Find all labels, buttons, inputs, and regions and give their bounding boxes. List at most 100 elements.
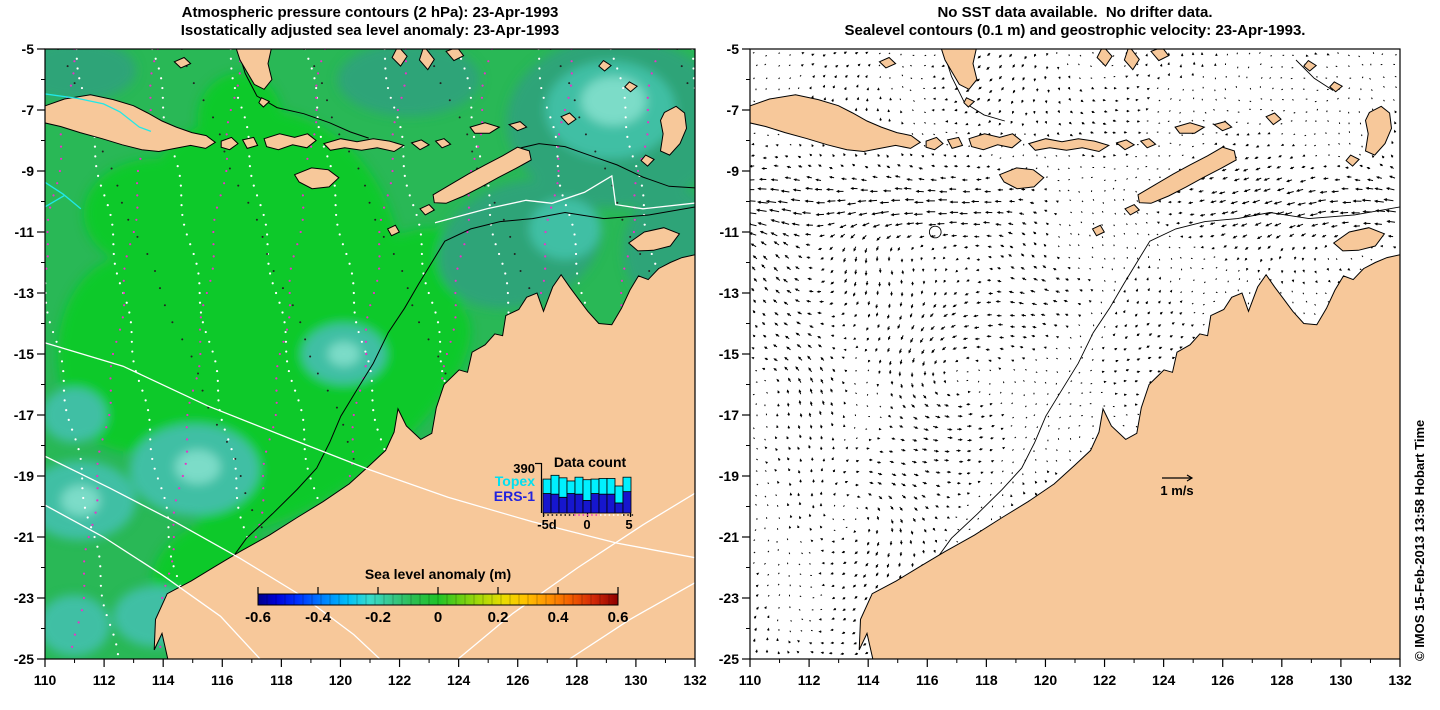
left-axes: 110 112 114 116 118 120 122 124 126 128 130 132 -5 -7… — [14, 41, 707, 688]
data-count-histogram — [535, 462, 634, 517]
svg-text:112: 112 — [93, 672, 116, 688]
svg-text:128: 128 — [1270, 672, 1294, 688]
svg-text:-13: -13 — [719, 285, 739, 301]
svg-text:-25: -25 — [14, 651, 34, 667]
land-kisar — [507, 121, 528, 132]
svg-text:-25: -25 — [719, 651, 739, 667]
left-map — [45, 49, 695, 659]
colorbar-tick-neg02: -0.2 — [365, 609, 391, 626]
histogram-ymax-label: 390 — [513, 461, 535, 476]
land-sulawesi-tip — [940, 49, 978, 90]
right-axes: 110 112 114 116 118 120 122 124 126 128 130 132 -5 -7… — [719, 41, 1412, 688]
topex-series-label: Topex — [494, 473, 535, 489]
land-wetar — [1174, 122, 1206, 134]
land-sulawesi-tip — [235, 49, 273, 90]
ers1-series-label: ERS-1 — [493, 488, 535, 504]
colorbar — [257, 587, 619, 606]
left-panel-title-line2: Isostatically adjusted sea level anomaly… — [180, 22, 560, 39]
land-sumba — [998, 167, 1045, 190]
right-panel-title-line2: Sealevel contours (0.1 m) and geostrophi… — [844, 22, 1306, 39]
land-babar — [560, 112, 577, 126]
land-selayar — [963, 97, 976, 108]
land-island-tr-1 — [391, 49, 408, 67]
colorbar-tick-06: 0.6 — [607, 609, 629, 626]
land-roti — [1124, 203, 1141, 216]
land-sawu — [1091, 224, 1106, 237]
land-tiny-a — [1303, 59, 1318, 72]
histogram-title: Data count — [553, 454, 627, 470]
svg-text:120: 120 — [329, 672, 353, 688]
land-flores — [1027, 138, 1111, 153]
land-kangean — [878, 56, 897, 69]
land-alor-2 — [1139, 138, 1157, 149]
svg-text:-23: -23 — [14, 590, 34, 606]
svg-text:128: 128 — [565, 672, 589, 688]
svg-text:116: 116 — [916, 672, 939, 688]
svg-text:-19: -19 — [719, 468, 739, 484]
svg-text:-7: -7 — [727, 102, 740, 118]
svg-text:112: 112 — [798, 672, 821, 688]
svg-text:-15: -15 — [719, 346, 739, 362]
land-flores — [322, 138, 405, 153]
right-panel-title-line1: No SST data available. No drifter data. — [937, 4, 1213, 21]
land-bali — [925, 136, 944, 151]
land-alor-1 — [410, 139, 431, 151]
land-island-tr-2 — [1123, 49, 1140, 71]
land-australia — [858, 254, 1400, 659]
svg-text:114: 114 — [857, 672, 880, 688]
svg-text:-23: -23 — [719, 590, 739, 606]
land-timor — [1137, 146, 1237, 204]
histogram-xtick-5: 5 — [625, 517, 633, 532]
svg-text:-13: -13 — [14, 285, 34, 301]
colorbar-tick-04: 0.4 — [547, 609, 569, 626]
colorbar-title: Sea level anomaly (m) — [364, 566, 512, 582]
land-tanimbar-2 — [640, 154, 655, 167]
svg-text:-21: -21 — [719, 529, 739, 545]
svg-text:-21: -21 — [14, 529, 34, 545]
svg-text:-5: -5 — [22, 41, 35, 57]
land-bali — [220, 136, 239, 151]
land-banda — [445, 49, 465, 62]
land-melville-island — [1332, 227, 1386, 252]
colorbar-tick-02: 0.2 — [487, 609, 509, 626]
land-java — [45, 94, 217, 153]
land-sawu — [386, 224, 401, 237]
svg-text:-9: -9 — [727, 163, 740, 179]
land-tanimbar — [659, 105, 688, 156]
svg-text:124: 124 — [1152, 672, 1176, 688]
velocity-scale-arrow — [1162, 474, 1194, 482]
land-selayar — [258, 97, 271, 108]
svg-text:-11: -11 — [15, 224, 35, 240]
svg-text:110: 110 — [34, 672, 57, 688]
svg-text:126: 126 — [1211, 672, 1235, 688]
svg-text:122: 122 — [1093, 672, 1117, 688]
svg-text:116: 116 — [211, 672, 234, 688]
colorbar-tick-neg06: -0.6 — [245, 609, 271, 626]
imos-watermark: © IMOS 15-Feb-2013 13:58 Hobart Time — [1412, 419, 1427, 661]
svg-text:110: 110 — [739, 672, 762, 688]
left-panel-title-line1: Atmospheric pressure contours (2 hPa): 2… — [181, 4, 559, 21]
land-babar — [1265, 112, 1282, 126]
svg-text:126: 126 — [506, 672, 530, 688]
svg-text:-5: -5 — [727, 41, 740, 57]
land-timor — [432, 146, 532, 204]
colorbar-tick-0: 0 — [433, 609, 443, 626]
land-island-tr-2 — [418, 49, 435, 71]
svg-text:130: 130 — [624, 672, 648, 688]
svg-text:-9: -9 — [22, 163, 35, 179]
land-tiny-b — [1329, 81, 1344, 93]
land-melville-island — [627, 227, 681, 252]
svg-text:-19: -19 — [14, 468, 34, 484]
svg-text:122: 122 — [388, 672, 412, 688]
land-tanimbar — [1364, 105, 1393, 156]
land-tanimbar-2 — [1345, 154, 1360, 167]
histogram-xtick-0: 0 — [583, 517, 591, 532]
svg-text:-7: -7 — [22, 102, 35, 118]
land-sumbawa — [263, 133, 317, 151]
svg-text:130: 130 — [1329, 672, 1353, 688]
land-island-tr-1 — [1096, 49, 1113, 67]
land-sumbawa — [968, 133, 1022, 151]
land-sumba — [293, 167, 340, 190]
land-banda — [1150, 49, 1170, 62]
